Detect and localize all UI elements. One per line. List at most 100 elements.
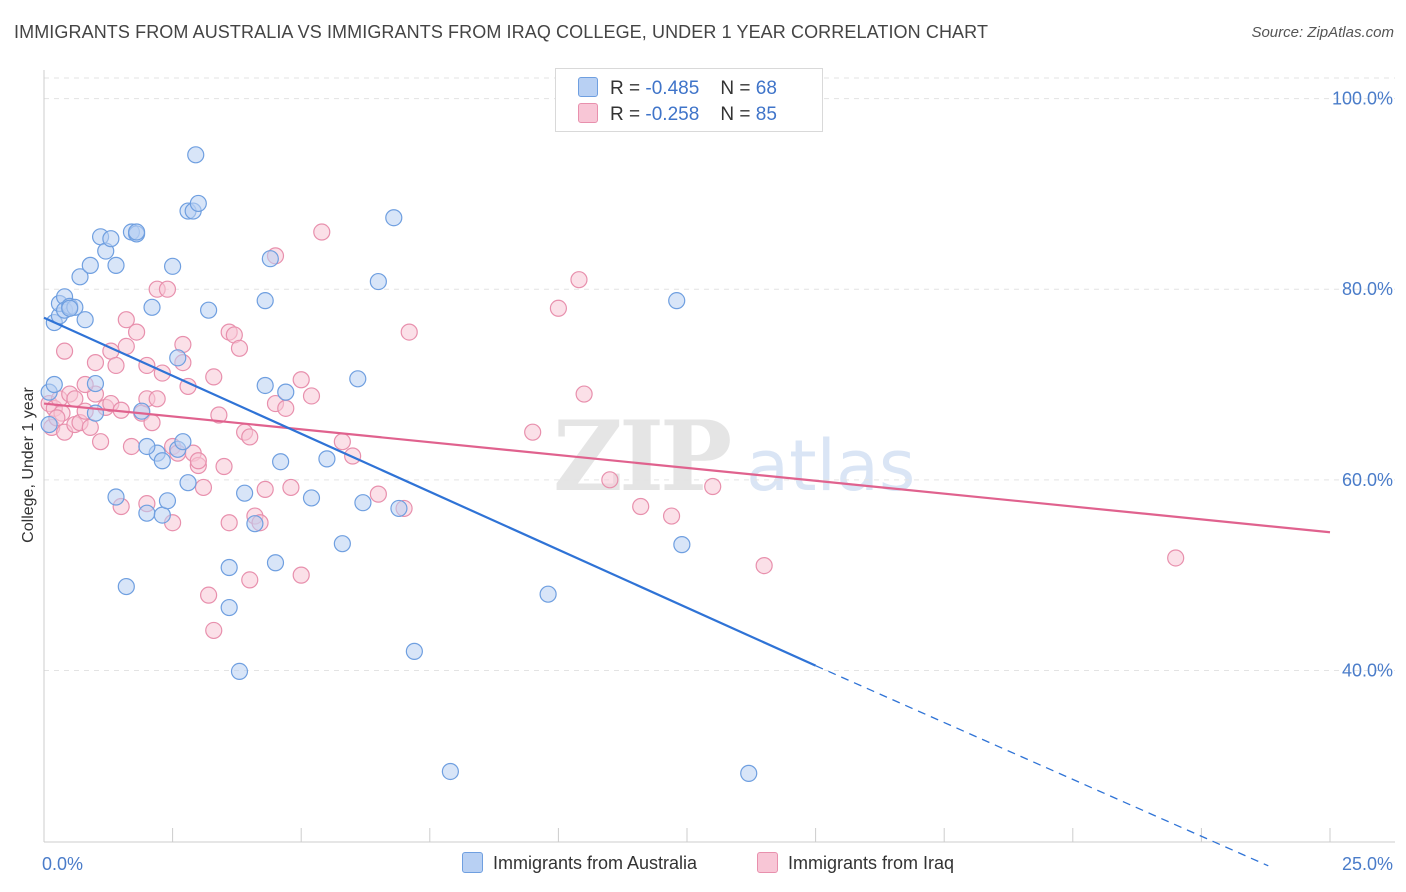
chart-title: IMMIGRANTS FROM AUSTRALIA VS IMMIGRANTS … (14, 22, 989, 42)
source-label: Source: ZipAtlas.com (1251, 24, 1394, 41)
australia-point (158, 492, 177, 510)
australia-point (405, 642, 423, 660)
iraq-point (220, 514, 238, 532)
iraq-point (256, 480, 274, 498)
australia-point (164, 257, 182, 275)
australia-point (102, 230, 120, 248)
iraq-point (55, 342, 74, 360)
legend-n-label: N = (720, 78, 751, 99)
iraq-swatch (578, 103, 598, 123)
iraq-point (1167, 549, 1185, 567)
australia-point (302, 489, 321, 507)
iraq-point (215, 457, 233, 476)
australia-point (354, 494, 372, 512)
australia-point (266, 554, 285, 572)
australia-point (390, 499, 408, 518)
iraq-point (369, 485, 387, 503)
legend-item-australia[interactable]: Immigrants from Australia (462, 852, 697, 874)
legend-r-value: -0.258 (645, 104, 700, 125)
y-tick-label: 40.0% (1342, 660, 1393, 680)
iraq-point (575, 385, 593, 403)
iraq-point (158, 280, 177, 298)
australia-point (220, 598, 238, 617)
iraq-point (292, 566, 310, 584)
australia-point (200, 301, 218, 319)
australia-point (81, 256, 99, 274)
watermark-atlas: atlas (746, 425, 916, 507)
australia-point (127, 223, 146, 241)
legend-item-iraq[interactable]: Immigrants from Iraq (757, 852, 954, 874)
iraq-point (704, 477, 722, 496)
legend-row-australia: R = -0.485 N = 68 (578, 77, 777, 101)
y-axis-label: College, Under 1 year (20, 387, 37, 543)
australia-point (277, 383, 295, 401)
legend-n-value: 85 (755, 104, 777, 125)
australia-point (187, 146, 205, 164)
iraq-point (210, 406, 228, 424)
australia-point (318, 450, 336, 468)
tick-labels: 40.0% 60.0% 80.0% 100.0% 0.0% 25.0% College, U… (20, 89, 1393, 874)
iraq-point (91, 433, 110, 451)
iraq-point (230, 339, 249, 357)
legend-n-value: 68 (755, 78, 777, 99)
iraq-point (662, 507, 681, 525)
australia-swatch (578, 77, 598, 97)
australia-point (143, 298, 161, 316)
iraq-point (277, 399, 295, 417)
iraq-point (81, 418, 99, 437)
legend-r-label: R = (610, 104, 641, 125)
australia-point (71, 268, 89, 286)
iraq-point (138, 356, 156, 375)
iraq-point (302, 387, 321, 405)
iraq-point (292, 371, 310, 389)
iraq-legend-label: Immigrants from Iraq (788, 853, 955, 873)
axes (43, 70, 1395, 843)
australia-point (272, 453, 290, 471)
australia-point (189, 194, 207, 213)
australia-point (230, 662, 249, 680)
iraq-point (205, 621, 223, 640)
legend-r-label: R = (610, 78, 641, 99)
iraq-point (241, 571, 259, 589)
australia-point (107, 256, 125, 274)
australia-point (246, 515, 264, 533)
australia-point (45, 375, 63, 394)
series-legend: Immigrants from Australia Immigrants fro… (0, 852, 1406, 878)
y-tick-label: 80.0% (1342, 279, 1393, 299)
iraq-point (117, 311, 135, 329)
x-tick-label: 0.0% (42, 854, 83, 874)
australia-legend-swatch (462, 852, 483, 873)
australia-point (385, 209, 403, 227)
legend-r-value: -0.485 (645, 78, 700, 99)
australia-point (107, 488, 125, 506)
iraq-point (524, 423, 542, 441)
iraq-point (189, 452, 207, 470)
iraq-point (333, 433, 351, 451)
australia-point (668, 292, 686, 310)
australia-point (220, 558, 238, 577)
australia-trend-line (43, 316, 817, 667)
iraq-point (194, 478, 213, 497)
y-tick-label: 60.0% (1342, 470, 1393, 490)
australia-trend-extension (815, 665, 1269, 867)
australia-point (539, 585, 557, 603)
australia-point (153, 506, 171, 524)
iraq-point (632, 497, 650, 516)
australia-point (86, 374, 105, 393)
australia-point (261, 250, 279, 268)
australia-point (673, 536, 691, 554)
x-tick-label: 25.0% (1342, 854, 1393, 874)
australia-point (138, 504, 156, 522)
correlation-legend: R = -0.485 N = 68 R = -0.258 N = 85 (555, 68, 823, 132)
australia-point (117, 577, 135, 596)
australia-point (369, 272, 387, 291)
iraq-point (282, 478, 300, 497)
legend-row-iraq: R = -0.258 N = 85 (578, 103, 777, 127)
australia-point (740, 764, 758, 782)
iraq-point (400, 323, 418, 341)
australia-point (174, 433, 192, 451)
australia-point (349, 370, 367, 388)
australia-point (179, 474, 197, 492)
legend-n-label: N = (720, 104, 751, 125)
